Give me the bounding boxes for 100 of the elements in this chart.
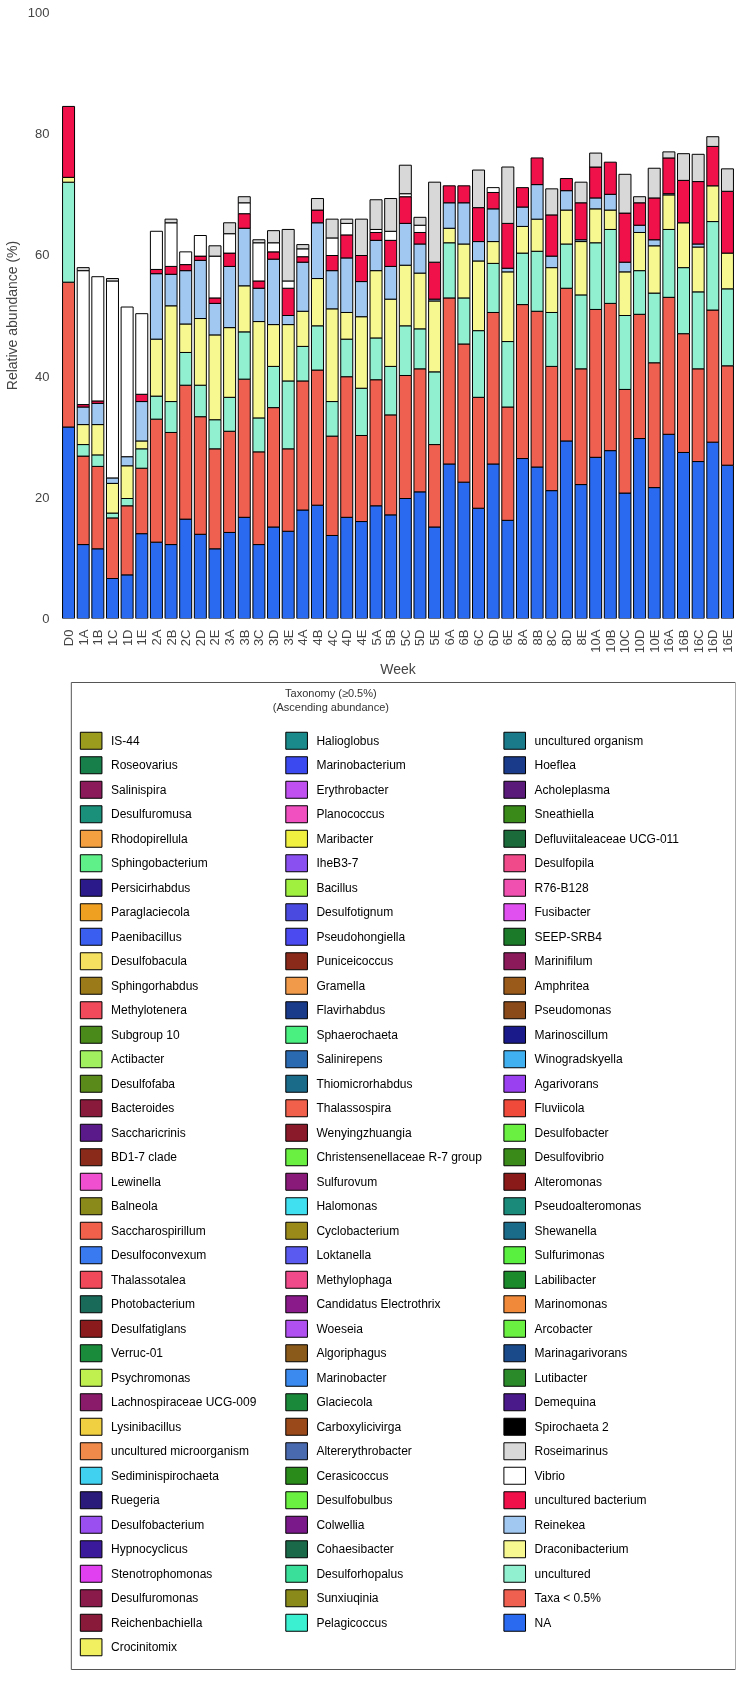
legend-label: Wenyingzhuangia [316,1125,412,1140]
y-tick-label: 40 [35,368,50,384]
legend-label: Marinobacter [316,1370,387,1385]
x-tick-label: 1B [90,629,106,646]
x-tick-label: 2D [192,629,208,647]
legend-label: Desulfoconvexum [110,1248,207,1263]
legend-label: Crocinitomix [110,1640,177,1655]
x-tick-label: 5A [368,629,384,646]
legend-label: Demequina [534,1395,597,1410]
legend-label: Reinekea [534,1517,586,1532]
x-tick-label: 5E [427,629,443,646]
legend-label: Reichenbachiella [110,1615,203,1630]
x-tick-label: 16D [705,629,721,654]
x-tick-label: 16E [719,629,735,653]
x-tick-label: 3A [222,629,238,646]
x-tick-label: D0 [61,629,77,647]
legend-label: Bacillus [316,880,358,895]
x-tick-label: 2C [178,629,194,647]
x-tick-label: 4D [339,629,355,647]
legend-label: Taxa < 0.5% [534,1591,602,1606]
legend-label: Methylophaga [316,1272,393,1287]
legend-label: Salinirepens [316,1052,383,1067]
legend-label: Methylotenera [110,1003,188,1018]
legend-label: Marinoscillum [534,1027,608,1042]
legend-label: Planococcus [316,807,385,822]
legend-label: Glaciecola [316,1395,373,1410]
legend-label: Paenibacillus [110,929,182,944]
x-tick-label: 1E [134,629,150,646]
legend-label: IS-44 [110,733,140,748]
legend-label: Roseovarius [110,758,178,773]
legend-label: Psychromonas [110,1370,191,1385]
legend-label: Photobacterium [110,1297,196,1312]
legend-label: Stenotrophomonas [110,1566,213,1581]
x-tick-label: 8B [529,629,545,646]
x-tick-label: 5C [397,629,413,647]
legend-label: Sulfurimonas [534,1248,605,1263]
legend-label: Flavirhabdus [316,1003,386,1018]
legend-label: Lewinella [110,1174,162,1189]
x-tick-label: 6E [500,629,516,646]
legend-label: Desulfotignum [316,905,394,920]
legend-label: Ruegeria [110,1493,160,1508]
legend-label: Saccharicrinis [110,1125,186,1140]
legend-label: Desulfuromonas [110,1591,199,1606]
x-tick-label: 8E [573,629,589,646]
legend-label: Actibacter [110,1052,165,1067]
legend-title: Taxonomy (≥0.5%) (Ascending abundance) [272,686,389,713]
legend-label: Pelagicoccus [316,1615,388,1630]
legend-label: Desulfobacter [534,1125,609,1140]
legend-label: Labilibacter [534,1272,596,1287]
legend-label: Cohaesibacter [316,1542,394,1557]
x-tick-label: 2E [207,629,223,646]
legend-label: Lachnospiraceae UCG-009 [110,1395,257,1410]
legend-label: Saccharospirillum [110,1223,206,1238]
x-tick-label: 1C [104,629,120,647]
legend-label: Lysinibacillus [110,1419,182,1434]
x-tick-label: 6C [471,629,487,647]
x-tick-label: 5D [412,629,428,647]
x-tick-label: 16C [690,629,706,654]
legend-label: Desulforhopalus [316,1566,404,1581]
legend-label: Marinobacterium [316,758,406,773]
x-tick-label: 3D [266,629,282,647]
legend-label: Marinagarivorans [534,1346,628,1361]
legend-label: Subgroup 10 [110,1027,181,1042]
y-tick-label: 60 [35,247,50,263]
legend-label: Thalassospira [316,1101,392,1116]
legend-label: Cerasicoccus [316,1468,389,1483]
legend-label: Thiomicrorhabdus [316,1076,413,1091]
legend-label: uncultured [534,1566,591,1581]
legend-label: Woeseia [316,1321,364,1336]
legend-label: SEEP-SRB4 [534,929,603,944]
legend-label: Roseimarinus [534,1444,608,1459]
legend-label: Arcobacter [534,1321,593,1336]
legend-label: Acholeplasma [534,782,611,797]
x-tick-label: 8D [558,629,574,647]
legend-label: Marinifilum [534,954,593,969]
legend-label: IheB3-7 [316,856,359,871]
legend-label: Amphritea [534,978,590,993]
x-tick-label: 2B [163,629,179,646]
legend-label: Salinispira [110,782,167,797]
legend-label: uncultured microorganism [110,1444,250,1459]
x-tick-label: 10E [646,629,662,653]
x-tick-label: 8A [514,629,530,646]
legend-label: Sphaerochaeta [316,1027,399,1042]
x-tick-label: 4C [324,629,340,647]
legend-label: Persicirhabdus [110,880,191,895]
legend-label: Christensenellaceae R-7 group [316,1150,483,1165]
legend-label: Sunxiuqinia [316,1591,379,1606]
x-tick-label: 3E [280,629,296,646]
legend-label: Desulfofaba [110,1076,176,1091]
y-tick-label: 80 [35,126,50,142]
x-tick-label: 10B [602,629,618,653]
y-tick-label: 100 [27,5,50,20]
legend-label: Fusibacter [534,905,591,920]
legend-label: R76-B128 [534,880,589,895]
legend-label: Defluviitaleaceae UCG-011 [534,831,680,846]
legend-label: Sneathiella [534,807,595,822]
legend-label: Carboxylicivirga [316,1419,402,1434]
legend-label: Agarivorans [534,1076,599,1091]
legend-label: Bacteroides [110,1101,175,1116]
x-tick-label: 6A [441,629,457,646]
